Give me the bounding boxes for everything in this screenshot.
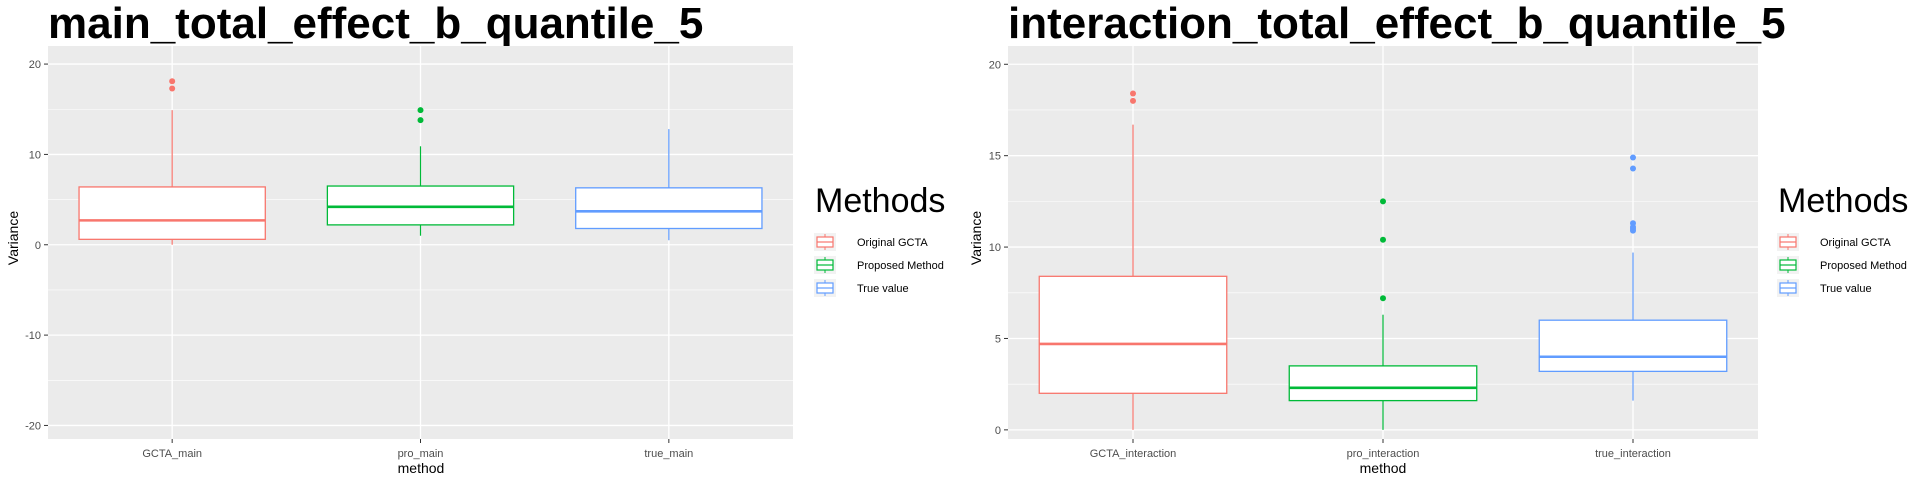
legend-item: True value — [1777, 279, 1872, 297]
box-true_interaction — [1538, 154, 1728, 401]
legend: Methods Original GCTA Proposed Method True… — [814, 182, 945, 297]
outlier-point — [169, 85, 176, 92]
y-tick-label: 0 — [995, 425, 1001, 437]
x-tick-label: GCTA_interaction — [1090, 448, 1177, 460]
y-tick-label: 15 — [989, 151, 1001, 163]
legend-items: Original GCTA Proposed Method True value — [1777, 233, 1907, 297]
x-tick-label: pro_interaction — [1347, 448, 1420, 460]
outlier-point — [1630, 165, 1636, 172]
outlier-point — [1380, 295, 1386, 302]
plot-area: 0 5 10 15 20 GCTA_interaction pro_interaction t… — [989, 46, 1758, 460]
y-axis-title: Variance — [5, 211, 21, 265]
outlier-point — [1130, 97, 1136, 104]
legend-items: Original GCTA Proposed Method True value — [814, 233, 944, 297]
y-tick-label: 20 — [989, 59, 1001, 71]
x-tick-label: GCTA_main — [142, 448, 202, 460]
y-tick-label: 10 — [29, 149, 41, 161]
y-axis-title: Variance — [968, 211, 984, 265]
outlier-point — [1630, 154, 1636, 161]
x-tick-label: pro_main — [398, 448, 444, 460]
box-pro_main — [326, 107, 515, 236]
box-GCTA_interaction — [1038, 90, 1228, 430]
y-tick-label: 0 — [35, 240, 41, 252]
legend-item: Proposed Method — [1777, 256, 1907, 274]
x-tick-label: true_main — [644, 448, 693, 460]
x-axis-title: method — [398, 460, 445, 476]
interaction-effect-panel: interaction_total_effect_b_quantile_5 Va… — [968, 0, 1786, 476]
box-body — [326, 185, 515, 226]
outlier-point — [1380, 236, 1386, 243]
outlier-point — [1630, 220, 1636, 227]
y-tick-label: -20 — [25, 420, 41, 432]
box-body — [1038, 275, 1228, 394]
y-tick-label: 5 — [995, 333, 1001, 345]
outlier-point — [417, 107, 424, 114]
legend-label: Original GCTA — [1820, 237, 1891, 249]
legend-item: True value — [814, 279, 909, 297]
legend-item: Original GCTA — [1777, 233, 1891, 251]
box-body — [1288, 365, 1478, 402]
legend-label: Proposed Method — [1820, 260, 1907, 272]
legend-item: Proposed Method — [814, 256, 944, 274]
box-pro_interaction — [1288, 198, 1478, 430]
legend: Methods Original GCTA Proposed Method True… — [1777, 182, 1908, 297]
legend-title: Methods — [815, 182, 945, 220]
outlier-point — [417, 117, 424, 124]
box-body — [1538, 319, 1728, 373]
plot-area: -20 -10 0 10 20 GCTA_main pro_main true_main — [25, 46, 793, 460]
legend-label: Original GCTA — [857, 237, 928, 249]
box-true_main — [575, 129, 763, 241]
y-tick-label: 10 — [989, 242, 1001, 254]
box-body — [78, 186, 266, 240]
main-effect-panel: main_total_effect_b_quantile_5 Variance … — [5, 0, 793, 476]
legend-label: True value — [857, 283, 909, 295]
box-body — [575, 187, 763, 230]
outlier-point — [1380, 198, 1386, 205]
legend-label: True value — [1820, 283, 1872, 295]
box-GCTA_main — [78, 78, 266, 245]
y-tick-label: -10 — [25, 330, 41, 342]
y-tick-label: 20 — [29, 59, 41, 71]
panel-title: interaction_total_effect_b_quantile_5 — [1008, 0, 1786, 48]
outlier-point — [1130, 90, 1136, 97]
legend-title: Methods — [1778, 182, 1908, 220]
x-tick-label: true_interaction — [1595, 448, 1671, 460]
x-axis-title: method — [1360, 460, 1407, 476]
outlier-point — [169, 78, 176, 85]
panel-title: main_total_effect_b_quantile_5 — [48, 0, 703, 48]
legend-item: Original GCTA — [814, 233, 928, 251]
legend-label: Proposed Method — [857, 260, 944, 272]
